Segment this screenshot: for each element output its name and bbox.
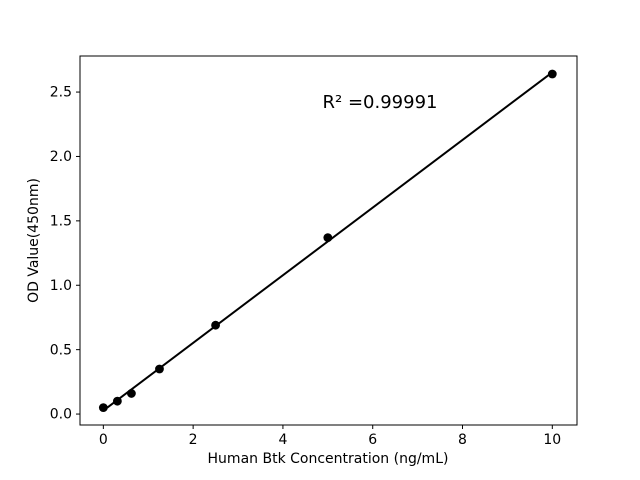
data-point-marker bbox=[112, 396, 122, 406]
data-point-marker bbox=[211, 320, 220, 330]
x-tick-label: 2 bbox=[189, 432, 198, 448]
x-tick-label: 0 bbox=[99, 432, 108, 448]
y-tick-label: 0.5 bbox=[50, 342, 72, 358]
y-tick-label: 0.0 bbox=[50, 407, 72, 423]
y-axis-label: OD Value(450nm) bbox=[26, 178, 42, 303]
x-tick-label: 8 bbox=[458, 432, 467, 448]
data-point-marker bbox=[98, 403, 108, 413]
x-tick-label: 6 bbox=[368, 432, 377, 448]
y-tick-label: 1.5 bbox=[50, 213, 72, 229]
data-point-marker bbox=[127, 389, 136, 398]
data-point-marker bbox=[155, 364, 164, 374]
plot-area: 0 2 4 6 8 10 0.0 0.5 1.0 1.5 2.0 2.5 bbox=[50, 55, 578, 448]
x-tick-label: 4 bbox=[278, 432, 287, 448]
data-point-marker bbox=[323, 233, 333, 243]
x-tick-label: 10 bbox=[543, 432, 561, 448]
y-tick-label: 2.5 bbox=[50, 85, 72, 101]
data-point-marker bbox=[547, 69, 557, 79]
y-tick-label: 2.0 bbox=[50, 149, 72, 165]
y-tick-label: 1.0 bbox=[50, 278, 72, 294]
plot-border bbox=[79, 55, 578, 426]
r-squared-annotation: R² =0.99991 bbox=[323, 92, 438, 113]
x-axis-label: Human Btk Concentration (ng/mL) bbox=[208, 451, 449, 467]
